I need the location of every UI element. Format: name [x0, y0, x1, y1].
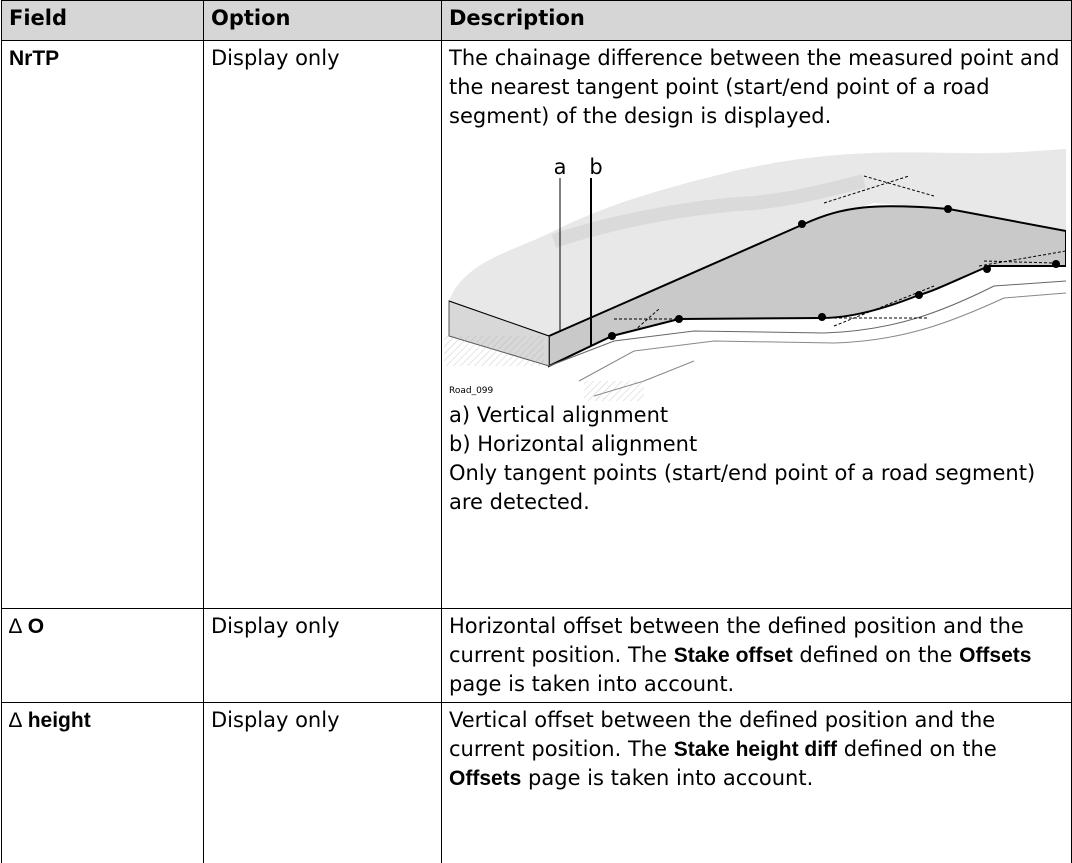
description-cell: Horizontal offset between the defined po… [441, 608, 1072, 703]
header-cell: Description [441, 0, 1072, 41]
field-symbol: ∆ [9, 709, 22, 732]
header-cell: Field [1, 0, 204, 41]
road-figure: a b Road_099 [444, 149, 1066, 401]
emphasis: Offsets [959, 644, 1032, 667]
text: defined on the [837, 737, 997, 761]
header-row: Field Option Description [1, 0, 1072, 41]
text: Vertical offset between the defined posi… [449, 708, 996, 761]
field-cell: NrTP [1, 40, 204, 609]
field: NrTP [9, 47, 60, 70]
field: height [27, 709, 91, 732]
text: page is taken into account. [521, 766, 814, 790]
text: defined on the [792, 643, 960, 667]
figure-label: b [589, 155, 602, 179]
field-cell: ∆ O [1, 608, 204, 703]
text: page is taken into account. [449, 672, 735, 696]
option-cell: Display only [203, 40, 442, 609]
description: The chainage difference between the meas… [449, 46, 1060, 128]
list-item: a) Vertical alignment [449, 403, 669, 427]
description-cell: Vertical offset between the defined posi… [441, 702, 1072, 863]
emphasis: Stake height diff [673, 738, 838, 761]
emphasis: Stake offset [673, 644, 793, 667]
field-cell: ∆ height [1, 702, 204, 863]
list-item: b) Horizontal alignment [449, 432, 698, 456]
option-cell: Display only [203, 608, 442, 703]
option-cell: Display only [203, 702, 442, 863]
field: O [27, 615, 45, 638]
row: ∆ O Display only Horizontal offset betwe… [1, 608, 1072, 703]
description-cell: The chainage difference between the meas… [441, 40, 1072, 609]
emphasis: Offsets [449, 767, 522, 790]
note: Only tangent points (start/end point of … [449, 461, 1036, 514]
header-cell: Option [203, 0, 442, 41]
text: Horizontal offset between the defined po… [449, 614, 1024, 667]
figure-label: a [554, 155, 567, 179]
row: ∆ height Display only Vertical offset be… [1, 702, 1072, 863]
figure-caption: Road_099 [449, 386, 494, 396]
row: NrTP Display only The chainage differenc… [1, 40, 1072, 609]
field-symbol: ∆ [9, 615, 22, 638]
